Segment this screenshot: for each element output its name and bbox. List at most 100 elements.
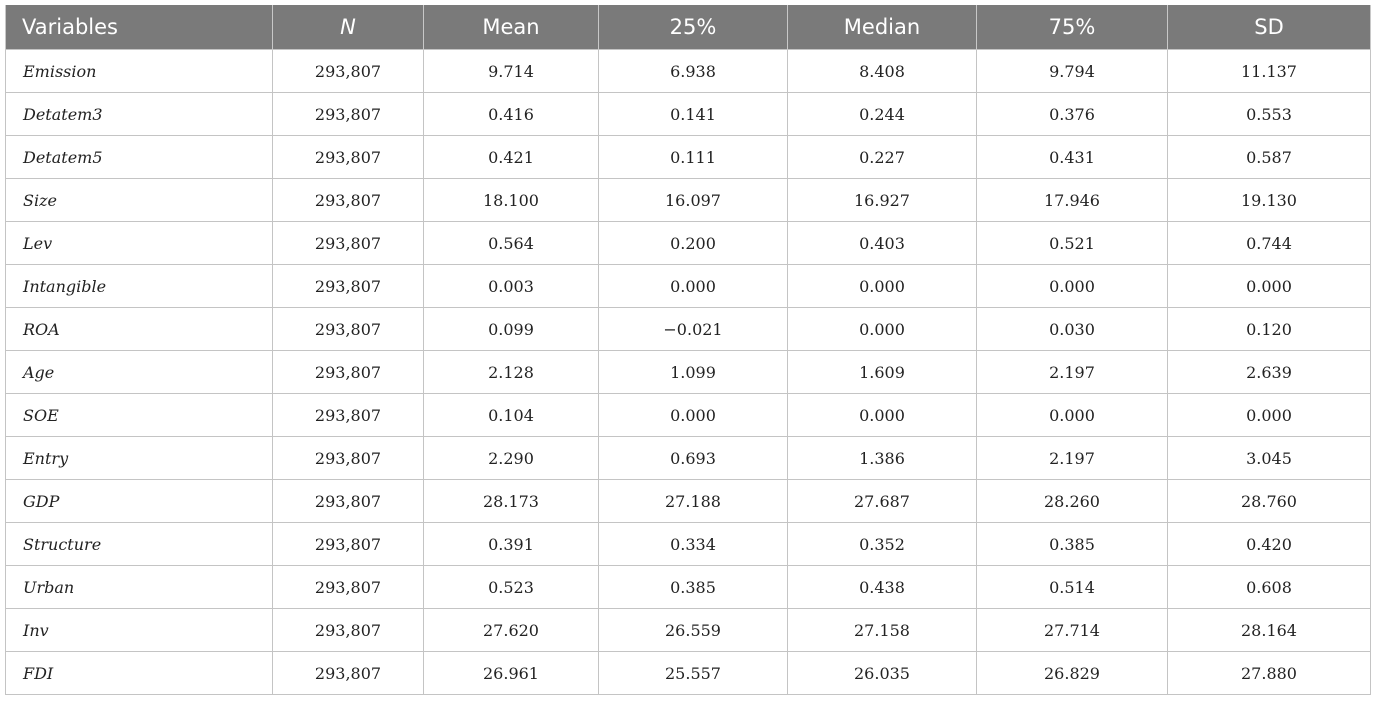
cell-n: 293,807 [272, 479, 424, 523]
cell-variable: Inv [5, 608, 273, 652]
cell-variable: Intangible [5, 264, 273, 308]
cell-median: 8.408 [787, 49, 977, 93]
cell-mean: 0.099 [423, 307, 599, 351]
cell-75-percentile: 0.521 [976, 221, 1168, 265]
cell-variable: Size [5, 178, 273, 222]
header-variables: Variables [5, 5, 273, 50]
cell-n: 293,807 [272, 92, 424, 136]
cell-sd: 11.137 [1167, 49, 1371, 93]
cell-25-percentile: −0.021 [598, 307, 788, 351]
cell-median: 0.000 [787, 393, 977, 437]
cell-25-percentile: 0.111 [598, 135, 788, 179]
cell-75-percentile: 28.260 [976, 479, 1168, 523]
cell-mean: 2.290 [423, 436, 599, 480]
cell-median: 0.352 [787, 522, 977, 566]
cell-75-percentile: 2.197 [976, 350, 1168, 394]
cell-25-percentile: 6.938 [598, 49, 788, 93]
cell-n: 293,807 [272, 49, 424, 93]
cell-25-percentile: 0.200 [598, 221, 788, 265]
cell-mean: 26.961 [423, 651, 599, 695]
table-row: GDP 293,807 28.173 27.188 27.687 28.260 28.760 [5, 479, 1371, 523]
cell-75-percentile: 26.829 [976, 651, 1168, 695]
table-row: Intangible 293,807 0.003 0.000 0.000 0.000 0.0… [5, 264, 1371, 308]
table-row: SOE 293,807 0.104 0.000 0.000 0.000 0.000 [5, 393, 1371, 437]
header-median: Median [787, 5, 977, 50]
table-row: Inv 293,807 27.620 26.559 27.158 27.714 28.164 [5, 608, 1371, 652]
cell-mean: 9.714 [423, 49, 599, 93]
cell-n: 293,807 [272, 393, 424, 437]
cell-25-percentile: 27.188 [598, 479, 788, 523]
cell-sd: 0.587 [1167, 135, 1371, 179]
cell-n: 293,807 [272, 264, 424, 308]
table-row: Structure 293,807 0.391 0.334 0.352 0.385 0.42… [5, 522, 1371, 566]
cell-75-percentile: 0.030 [976, 307, 1168, 351]
cell-mean: 0.421 [423, 135, 599, 179]
cell-mean: 0.416 [423, 92, 599, 136]
cell-25-percentile: 0.000 [598, 264, 788, 308]
cell-median: 1.609 [787, 350, 977, 394]
cell-mean: 18.100 [423, 178, 599, 222]
cell-n: 293,807 [272, 350, 424, 394]
table-row: Detatem3 293,807 0.416 0.141 0.244 0.376 0.553 [5, 92, 1371, 136]
cell-mean: 28.173 [423, 479, 599, 523]
cell-median: 27.158 [787, 608, 977, 652]
cell-median: 26.035 [787, 651, 977, 695]
cell-n: 293,807 [272, 522, 424, 566]
cell-sd: 28.760 [1167, 479, 1371, 523]
cell-median: 0.000 [787, 264, 977, 308]
cell-variable: ROA [5, 307, 273, 351]
cell-sd: 0.553 [1167, 92, 1371, 136]
cell-variable: Age [5, 350, 273, 394]
header-75-percentile: 75% [976, 5, 1168, 50]
cell-75-percentile: 0.514 [976, 565, 1168, 609]
cell-mean: 0.564 [423, 221, 599, 265]
table-row: Age 293,807 2.128 1.099 1.609 2.197 2.639 [5, 350, 1371, 394]
cell-sd: 0.000 [1167, 393, 1371, 437]
cell-sd: 27.880 [1167, 651, 1371, 695]
cell-sd: 0.000 [1167, 264, 1371, 308]
cell-75-percentile: 27.714 [976, 608, 1168, 652]
table-row: Urban 293,807 0.523 0.385 0.438 0.514 0.608 [5, 565, 1371, 609]
cell-median: 0.000 [787, 307, 977, 351]
cell-75-percentile: 2.197 [976, 436, 1168, 480]
cell-25-percentile: 0.334 [598, 522, 788, 566]
table-row: Detatem5 293,807 0.421 0.111 0.227 0.431 0.587 [5, 135, 1371, 179]
cell-variable: SOE [5, 393, 273, 437]
cell-25-percentile: 0.693 [598, 436, 788, 480]
table-row: Entry 293,807 2.290 0.693 1.386 2.197 3.045 [5, 436, 1371, 480]
cell-median: 0.227 [787, 135, 977, 179]
cell-median: 0.244 [787, 92, 977, 136]
cell-75-percentile: 17.946 [976, 178, 1168, 222]
cell-variable: Entry [5, 436, 273, 480]
cell-sd: 0.420 [1167, 522, 1371, 566]
cell-median: 16.927 [787, 178, 977, 222]
table-row: FDI 293,807 26.961 25.557 26.035 26.829 27.880 [5, 651, 1371, 695]
header-25-percentile: 25% [598, 5, 788, 50]
table-row: Emission 293,807 9.714 6.938 8.408 9.794 11.13… [5, 49, 1371, 93]
cell-mean: 0.391 [423, 522, 599, 566]
cell-25-percentile: 26.559 [598, 608, 788, 652]
cell-sd: 19.130 [1167, 178, 1371, 222]
cell-mean: 27.620 [423, 608, 599, 652]
cell-variable: GDP [5, 479, 273, 523]
cell-sd: 0.608 [1167, 565, 1371, 609]
cell-variable: Lev [5, 221, 273, 265]
cell-25-percentile: 0.000 [598, 393, 788, 437]
cell-mean: 0.003 [423, 264, 599, 308]
cell-variable: Urban [5, 565, 273, 609]
cell-mean: 0.104 [423, 393, 599, 437]
header-row: Variables N Mean 25% Median 75% SD [5, 5, 1371, 50]
cell-n: 293,807 [272, 307, 424, 351]
cell-25-percentile: 1.099 [598, 350, 788, 394]
cell-variable: FDI [5, 651, 273, 695]
cell-n: 293,807 [272, 178, 424, 222]
cell-sd: 0.744 [1167, 221, 1371, 265]
table-header: Variables N Mean 25% Median 75% SD [5, 5, 1371, 50]
header-mean: Mean [423, 5, 599, 50]
cell-variable: Emission [5, 49, 273, 93]
statistics-table-container: Variables N Mean 25% Median 75% SD Emiss… [5, 5, 1371, 695]
table-row: Lev 293,807 0.564 0.200 0.403 0.521 0.744 [5, 221, 1371, 265]
header-sd: SD [1167, 5, 1371, 50]
cell-n: 293,807 [272, 651, 424, 695]
descriptive-statistics-table: Variables N Mean 25% Median 75% SD Emiss… [5, 5, 1371, 695]
